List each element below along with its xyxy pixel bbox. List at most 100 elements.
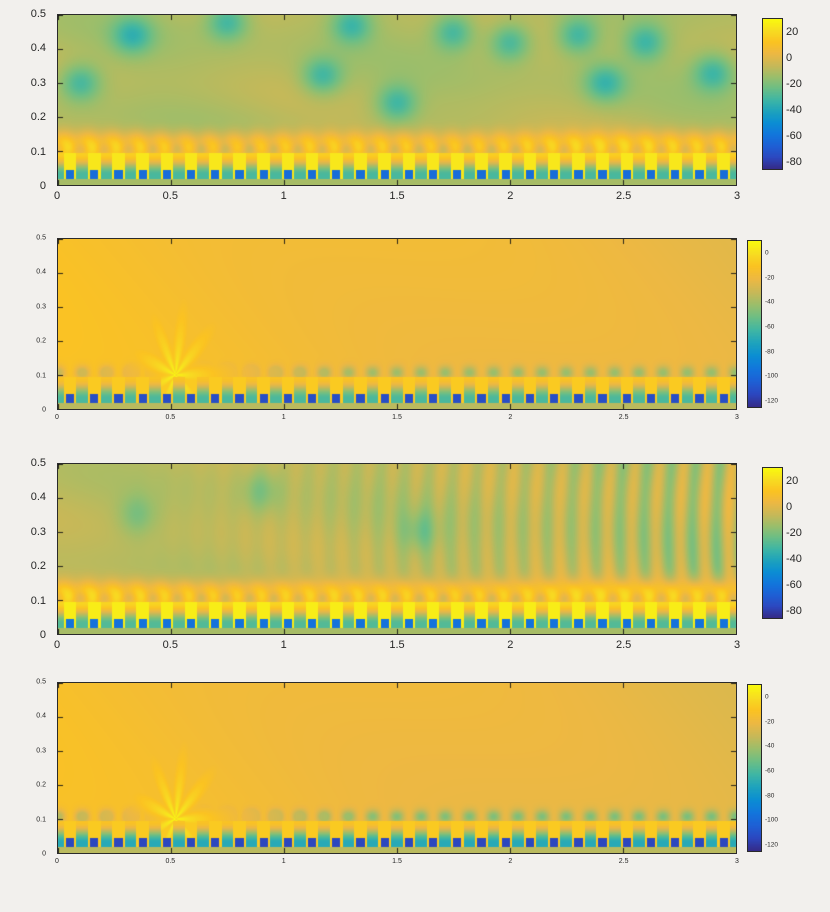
colorbar-tick-label: -80 (786, 605, 802, 618)
plot-area (57, 463, 737, 635)
colorbar-tick-label: -20 (765, 718, 775, 726)
x-tick-label: 1.5 (392, 858, 402, 865)
colorbar-tick-label: -120 (765, 397, 779, 405)
y-tick-label: 0 (42, 850, 46, 858)
x-tick-label: 1 (280, 190, 287, 202)
y-tick-label: 0 (42, 406, 46, 414)
x-tick-label: 2 (508, 414, 513, 421)
y-axis-ticks: 0 0.1 0.2 0.3 0.4 0.5 (0, 679, 52, 858)
y-axis-ticks: 0 0.1 0.2 0.3 0.4 0.5 (0, 8, 52, 192)
heatmap-figure-2: 0 0.1 0.2 0.3 0.4 0.5 0 0.5 1 1.5 2 2.5 3 0 -20 -40 -6… (0, 234, 830, 468)
heatmap-canvas (58, 683, 736, 853)
x-tick-label: 3 (733, 639, 741, 651)
colorbar-tick-label: 0 (765, 249, 769, 257)
colorbar-tick-label: -120 (765, 841, 779, 849)
colorbar-gradient (763, 19, 782, 169)
colorbar: 20 0 -20 -40 -60 -80 (762, 18, 802, 170)
x-tick-label: 2 (507, 190, 514, 202)
x-tick-label: 2 (507, 639, 514, 651)
x-tick-label: 0 (55, 414, 59, 421)
y-tick-label: 0.4 (30, 491, 46, 504)
colorbar-tick-label: -100 (765, 372, 779, 380)
colorbar-tick-label: -60 (786, 130, 802, 143)
x-tick-label: 3 (735, 858, 739, 865)
x-tick-label: 2.5 (616, 190, 632, 202)
x-tick-label: 2.5 (618, 414, 629, 421)
x-tick-label: 1.5 (389, 639, 405, 651)
y-tick-label: 0.2 (36, 781, 46, 789)
x-axis-ticks: 0 0.5 1 1.5 2 2.5 3 (55, 410, 739, 426)
colorbar-tick-label: 0 (765, 693, 769, 701)
heatmap-figure-1: 0 0.1 0.2 0.3 0.4 0.5 0 0.5 1 1.5 2 2.5 3 20 0 -20 -40… (0, 8, 830, 244)
x-tick-label: 0.5 (165, 414, 176, 421)
colorbar-tick-label: -60 (786, 579, 802, 592)
y-tick-label: 0 (39, 629, 46, 641)
colorbar: 20 0 -20 -40 -60 -80 (762, 467, 802, 619)
figure-stack: 0 0.1 0.2 0.3 0.4 0.5 0 0.5 1 1.5 2 2.5 3 20 0 -20 -40… (0, 8, 830, 870)
y-axis-ticks: 0 0.1 0.2 0.3 0.4 0.5 (0, 457, 52, 641)
colorbar-tick-label: -40 (786, 104, 802, 117)
colorbar-tick-label: -80 (786, 156, 802, 169)
colorbar-tick-label: -60 (765, 767, 775, 775)
y-tick-label: 0.1 (30, 594, 46, 607)
colorbar-tick-label: -20 (765, 274, 775, 282)
y-tick-label: 0.1 (36, 816, 46, 824)
colorbar-ticks: 0 -20 -40 -60 -80 -100 -120 (761, 241, 801, 407)
y-tick-label: 0 (39, 180, 46, 192)
colorbar-tick-label: 20 (786, 475, 799, 488)
x-tick-label: 1.5 (392, 414, 402, 421)
x-axis-ticks: 0 0.5 1 1.5 2 2.5 3 (55, 854, 739, 870)
y-tick-label: 0.4 (36, 712, 46, 720)
x-tick-label: 0.5 (162, 639, 178, 651)
y-tick-label: 0.3 (36, 303, 46, 311)
colorbar-gradient (763, 468, 782, 618)
colorbar-tick-label: -20 (786, 78, 802, 91)
x-tick-label: 0 (53, 639, 61, 651)
colorbar-gradient (748, 685, 761, 851)
x-axis-ticks: 0 0.5 1 1.5 2 2.5 3 (53, 186, 740, 202)
colorbar: 0 -20 -40 -60 -80 -100 -120 (747, 240, 778, 408)
heatmap-canvas (58, 464, 736, 634)
colorbar-gradient (748, 241, 761, 407)
y-tick-label: 0.2 (30, 560, 46, 573)
y-axis-ticks: 0 0.1 0.2 0.3 0.4 0.5 (0, 234, 52, 414)
x-axis-ticks: 0 0.5 1 1.5 2 2.5 3 (53, 635, 741, 651)
y-tick-label: 0.3 (30, 525, 46, 538)
x-tick-label: 3 (735, 414, 739, 421)
y-tick-label: 0.5 (30, 457, 46, 469)
colorbar-ticks: 20 0 -20 -40 -60 -80 (782, 468, 822, 618)
x-tick-label: 1 (281, 414, 286, 421)
x-tick-label: 2 (508, 858, 513, 865)
x-tick-label: 0.5 (165, 858, 176, 865)
x-tick-label: 1.5 (389, 190, 405, 202)
x-tick-label: 0 (53, 190, 61, 202)
colorbar-ticks: 0 -20 -40 -60 -80 -100 -120 (761, 685, 801, 851)
y-tick-label: 0.1 (36, 372, 46, 380)
plot-area (57, 682, 737, 854)
colorbar-tick-label: -40 (765, 742, 775, 750)
x-tick-label: 0 (55, 858, 59, 865)
colorbar-ticks: 20 0 -20 -40 -60 -80 (782, 19, 822, 169)
colorbar-tick-label: 0 (786, 52, 793, 65)
colorbar-tick-label: 20 (786, 26, 799, 39)
y-tick-label: 0.4 (30, 42, 46, 55)
colorbar-tick-label: -40 (786, 553, 802, 566)
y-tick-label: 0.3 (36, 747, 46, 755)
x-tick-label: 0.5 (162, 190, 178, 202)
heatmap-canvas (58, 15, 736, 185)
heatmap-canvas (58, 239, 736, 409)
x-tick-label: 2.5 (618, 858, 629, 865)
y-tick-label: 0.4 (36, 268, 46, 276)
y-tick-label: 0.2 (36, 337, 46, 345)
y-tick-label: 0.5 (36, 234, 46, 242)
colorbar-tick-label: -40 (765, 298, 775, 306)
x-tick-label: 1 (281, 858, 286, 865)
y-tick-label: 0.5 (30, 8, 46, 20)
x-tick-label: 2.5 (616, 639, 632, 651)
colorbar-tick-label: -80 (765, 792, 775, 800)
x-tick-label: 1 (280, 639, 287, 651)
colorbar-tick-label: -80 (765, 348, 775, 356)
plot-area (57, 14, 737, 186)
plot-area (57, 238, 737, 410)
heatmap-figure-3: 0 0.1 0.2 0.3 0.4 0.5 0 0.5 1 1.5 2 2.5 3 20 0 -20 -40… (0, 457, 830, 693)
